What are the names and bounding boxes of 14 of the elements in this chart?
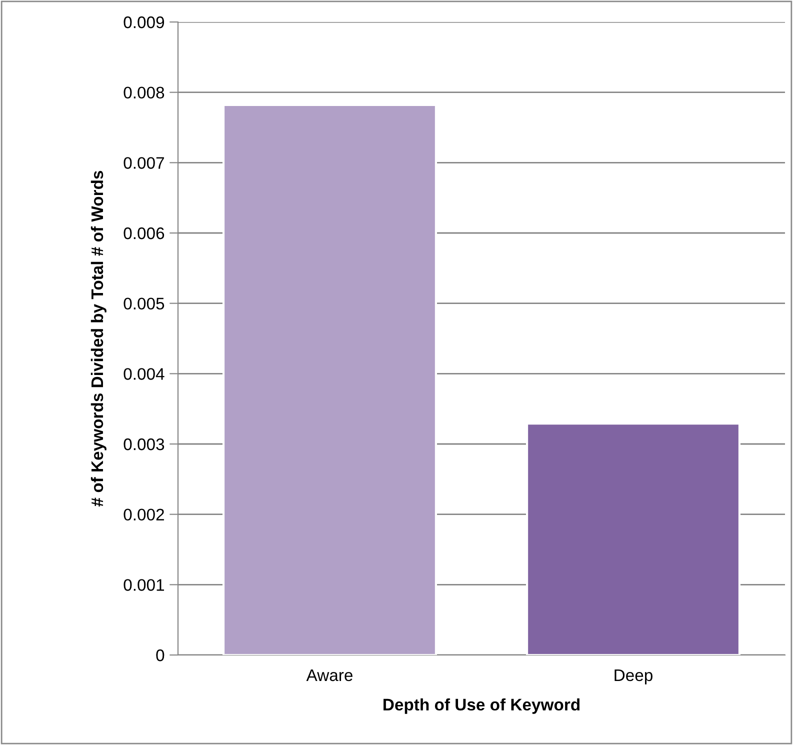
y-tick-label: 0.002 (124, 508, 164, 521)
y-axis-title: # of Keywords Divided by Total # of Words (90, 170, 106, 506)
y-tick-label: 0.006 (124, 227, 164, 240)
y-tick-label: 0.001 (124, 579, 164, 591)
x-axis-title: Depth of Use of Keyword (384, 698, 580, 714)
y-tick-label: 0.005 (124, 298, 164, 310)
y-tick-label: 0.003 (124, 438, 164, 450)
y-tick-label: 0.007 (124, 157, 164, 169)
x-tick-label: Deep (614, 670, 652, 684)
y-tick-label: 0 (156, 649, 164, 662)
y-tick-label: 0.008 (124, 86, 164, 99)
y-tick-label: 0.004 (124, 368, 164, 380)
y-tick-label: 0.009 (124, 16, 164, 28)
x-tick-label: Aware (306, 670, 352, 682)
